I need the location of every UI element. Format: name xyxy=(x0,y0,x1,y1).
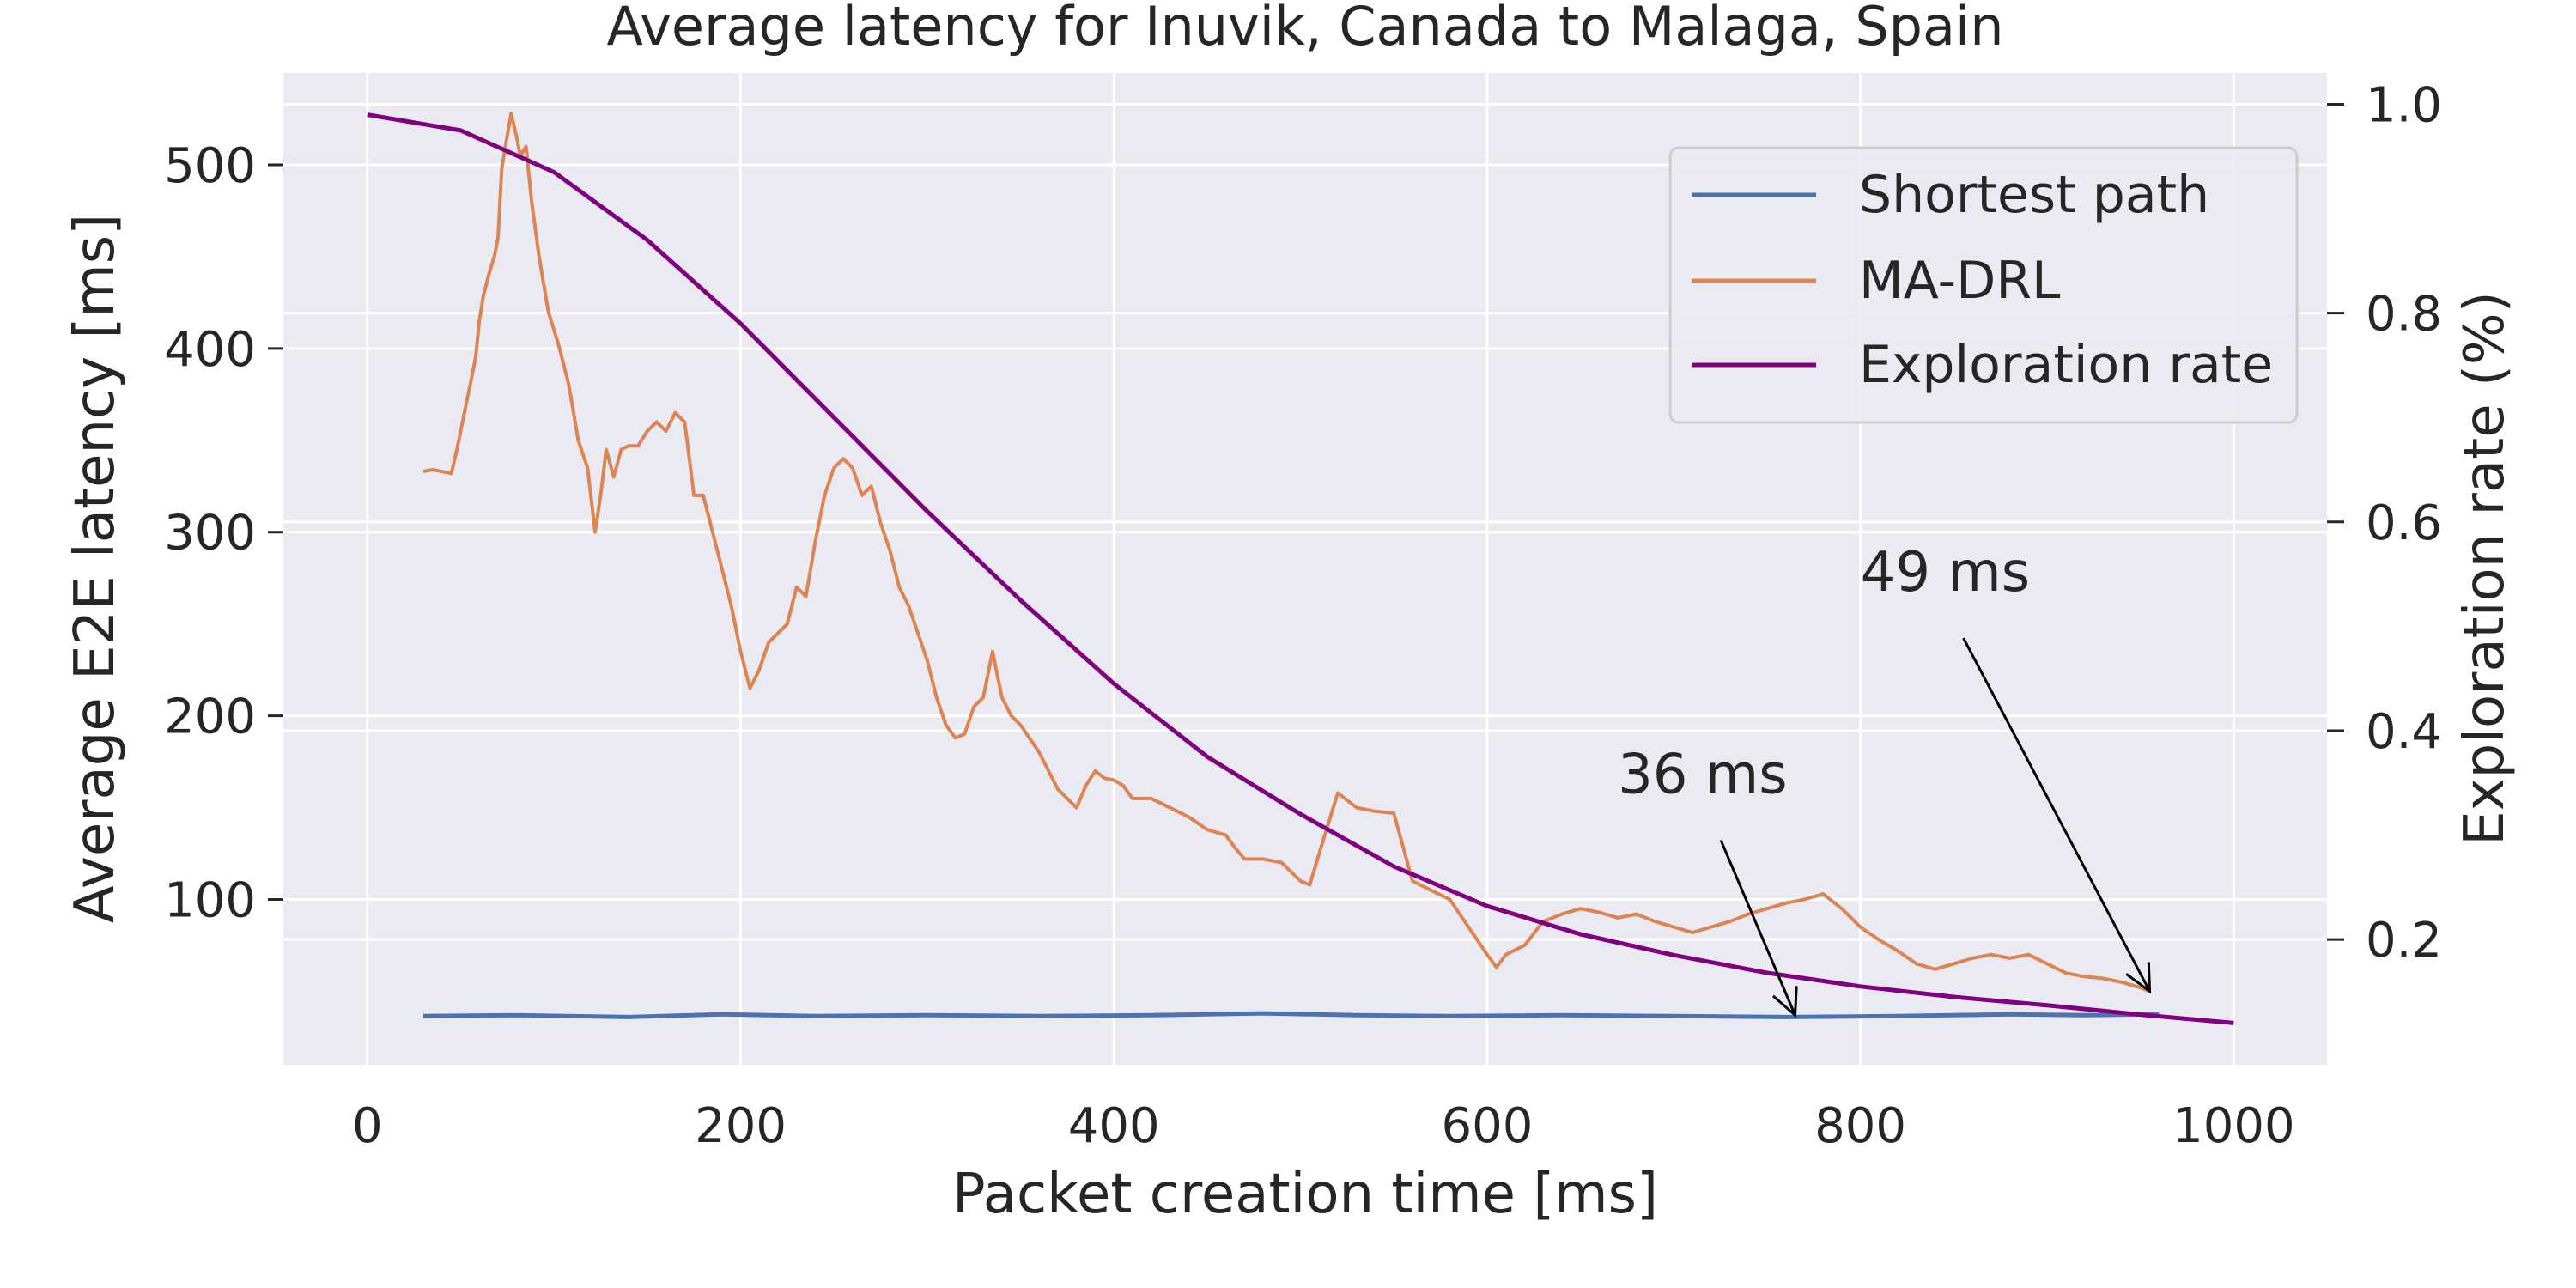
y2-tick-label: 0.8 xyxy=(2366,287,2442,343)
right-axis-ticks: 0.2 0.4 0.6 0.8 1.0 xyxy=(2327,77,2442,969)
x-tick-label: 800 xyxy=(1814,1098,1906,1154)
y2-tick-label: 1.0 xyxy=(2366,77,2442,133)
x-axis-label: Packet creation time [ms] xyxy=(952,1163,1658,1226)
legend-box xyxy=(1668,146,2299,424)
series-line-ma-drl xyxy=(422,112,2151,993)
series-line-shortest-path xyxy=(422,1011,2160,1019)
annotations: 36 ms 49 ms xyxy=(1618,541,2152,1018)
x-tick-label: 600 xyxy=(1441,1098,1533,1154)
annotation-label: 36 ms xyxy=(1618,743,1787,806)
x-tick-label: 0 xyxy=(352,1098,383,1154)
series-lines xyxy=(367,112,2234,1025)
y-tick-label: 100 xyxy=(164,873,256,929)
y2-tick-label: 0.2 xyxy=(2366,913,2442,969)
y-tick-label: 200 xyxy=(164,690,256,745)
annotation-arrow xyxy=(1719,839,1796,1016)
x-tick-label: 400 xyxy=(1068,1098,1160,1154)
y2-axis-label: Exploration rate (%) xyxy=(2453,291,2517,845)
y-axis-label: Average E2E latency [ms] xyxy=(64,214,127,923)
y2-tick-label: 0.4 xyxy=(2366,704,2442,760)
series-line-exploration-rate xyxy=(367,112,2234,1025)
annotation-label: 49 ms xyxy=(1861,541,2030,605)
annotation-arrowhead xyxy=(1771,986,1798,1018)
legend-label-exploration-rate: Exploration rate xyxy=(1859,335,2273,395)
y-tick-label: 500 xyxy=(164,138,256,194)
annotation-arrowhead xyxy=(2125,962,2152,994)
x-tick-label: 200 xyxy=(695,1098,787,1154)
legend: Shortest path MA-DRL Exploration rate xyxy=(1668,146,2299,424)
chart-title: Average latency for Inuvik, Canada to Ma… xyxy=(606,0,2003,58)
annotation-arrow xyxy=(1962,637,2151,993)
legend-label-ma-drl: MA-DRL xyxy=(1859,251,2061,311)
y-tick-label: 300 xyxy=(164,506,256,562)
x-tick-label: 1000 xyxy=(2172,1098,2295,1154)
y-tick-label: 400 xyxy=(164,322,256,378)
y2-tick-label: 0.6 xyxy=(2366,495,2442,551)
legend-label-shortest-path: Shortest path xyxy=(1859,165,2209,225)
